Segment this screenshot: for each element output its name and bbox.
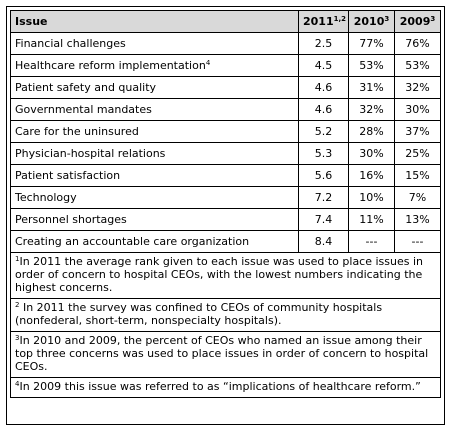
outer-frame [6, 6, 445, 425]
issue-column-header: Issue [10, 10, 299, 33]
footnote-row: 3In 2010 and 2009, the percent of CEOs w… [10, 331, 441, 378]
issue-cell: Physician-hospital relations [10, 142, 299, 165]
table-row: Technology 7.2 10% 7% [10, 186, 441, 209]
percent-2009-cell: 30% [394, 98, 441, 121]
percent-2010-cell: 32% [348, 98, 395, 121]
table-row: Patient satisfaction 5.6 16% 15% [10, 164, 441, 187]
percent-2009-cell: 7% [394, 186, 441, 209]
issue-cell: Patient satisfaction [10, 164, 299, 187]
issue-cell: Creating an accountable care organizatio… [10, 230, 299, 253]
rank-2011-cell: 8.4 [298, 230, 349, 253]
issue-cell: Care for the uninsured [10, 120, 299, 143]
issue-cell: Personnel shortages [10, 208, 299, 231]
table-row: Governmental mandates 4.6 32% 30% [10, 98, 441, 121]
rank-2011-cell: 5.6 [298, 164, 349, 187]
percent-2009-cell: 32% [394, 76, 441, 99]
footnote-row: 2 In 2011 the survey was confined to CEO… [10, 298, 441, 332]
footnote-3: 3In 2010 and 2009, the percent of CEOs w… [10, 331, 441, 378]
rank-2011-cell: 4.6 [298, 98, 349, 121]
rank-2011-cell: 7.2 [298, 186, 349, 209]
rank-2011-cell: 4.6 [298, 76, 349, 99]
footnote-2: 2 In 2011 the survey was confined to CEO… [10, 298, 441, 332]
footnote-4: 4In 2009 this issue was referred to as “… [10, 377, 441, 398]
issue-cell: Patient safety and quality [10, 76, 299, 99]
percent-2009-cell: 37% [394, 120, 441, 143]
percent-2010-cell: 31% [348, 76, 395, 99]
percent-2010-cell: --- [348, 230, 395, 253]
percent-2009-cell: 76% [394, 32, 441, 55]
table-row: Creating an accountable care organizatio… [10, 230, 441, 253]
percent-2009-cell: --- [394, 230, 441, 253]
rank-2011-cell: 7.4 [298, 208, 349, 231]
issue-cell: Technology [10, 186, 299, 209]
issue-cell: Healthcare reform implementation4 [10, 54, 299, 77]
footnote-row: 1In 2011 the average rank given to each … [10, 252, 441, 299]
rank-2011-cell: 5.2 [298, 120, 349, 143]
percent-2010-cell: 11% [348, 208, 395, 231]
percent-2009-cell: 25% [394, 142, 441, 165]
table-row: Financial challenges 2.5 77% 76% [10, 32, 441, 55]
table-row: Personnel shortages 7.4 11% 13% [10, 208, 441, 231]
rank-2011-cell: 4.5 [298, 54, 349, 77]
footnote-row: 4In 2009 this issue was referred to as “… [10, 377, 441, 398]
table-row: Physician-hospital relations 5.3 30% 25% [10, 142, 441, 165]
footnote-1: 1In 2011 the average rank given to each … [10, 252, 441, 299]
year-2011-column-header: 20111,2 [298, 10, 349, 33]
percent-2009-cell: 13% [394, 208, 441, 231]
percent-2010-cell: 10% [348, 186, 395, 209]
rank-2011-cell: 5.3 [298, 142, 349, 165]
rank-2011-cell: 2.5 [298, 32, 349, 55]
table-row: Care for the uninsured 5.2 28% 37% [10, 120, 441, 143]
year-2010-column-header: 20103 [348, 10, 395, 33]
table-row: Healthcare reform implementation4 4.5 53% 5… [10, 54, 441, 77]
header-row: Issue 20111,2 20103 20093 [10, 10, 441, 33]
percent-2009-cell: 53% [394, 54, 441, 77]
percent-2010-cell: 16% [348, 164, 395, 187]
year-2009-column-header: 20093 [394, 10, 441, 33]
percent-2010-cell: 28% [348, 120, 395, 143]
issue-cell: Financial challenges [10, 32, 299, 55]
percent-2009-cell: 15% [394, 164, 441, 187]
ceo-concerns-table: Issue 20111,2 20103 20093 Financial chal… [10, 10, 441, 398]
issue-cell: Governmental mandates [10, 98, 299, 121]
table-row: Patient safety and quality 4.6 31% 32% [10, 76, 441, 99]
percent-2010-cell: 30% [348, 142, 395, 165]
percent-2010-cell: 77% [348, 32, 395, 55]
percent-2010-cell: 53% [348, 54, 395, 77]
